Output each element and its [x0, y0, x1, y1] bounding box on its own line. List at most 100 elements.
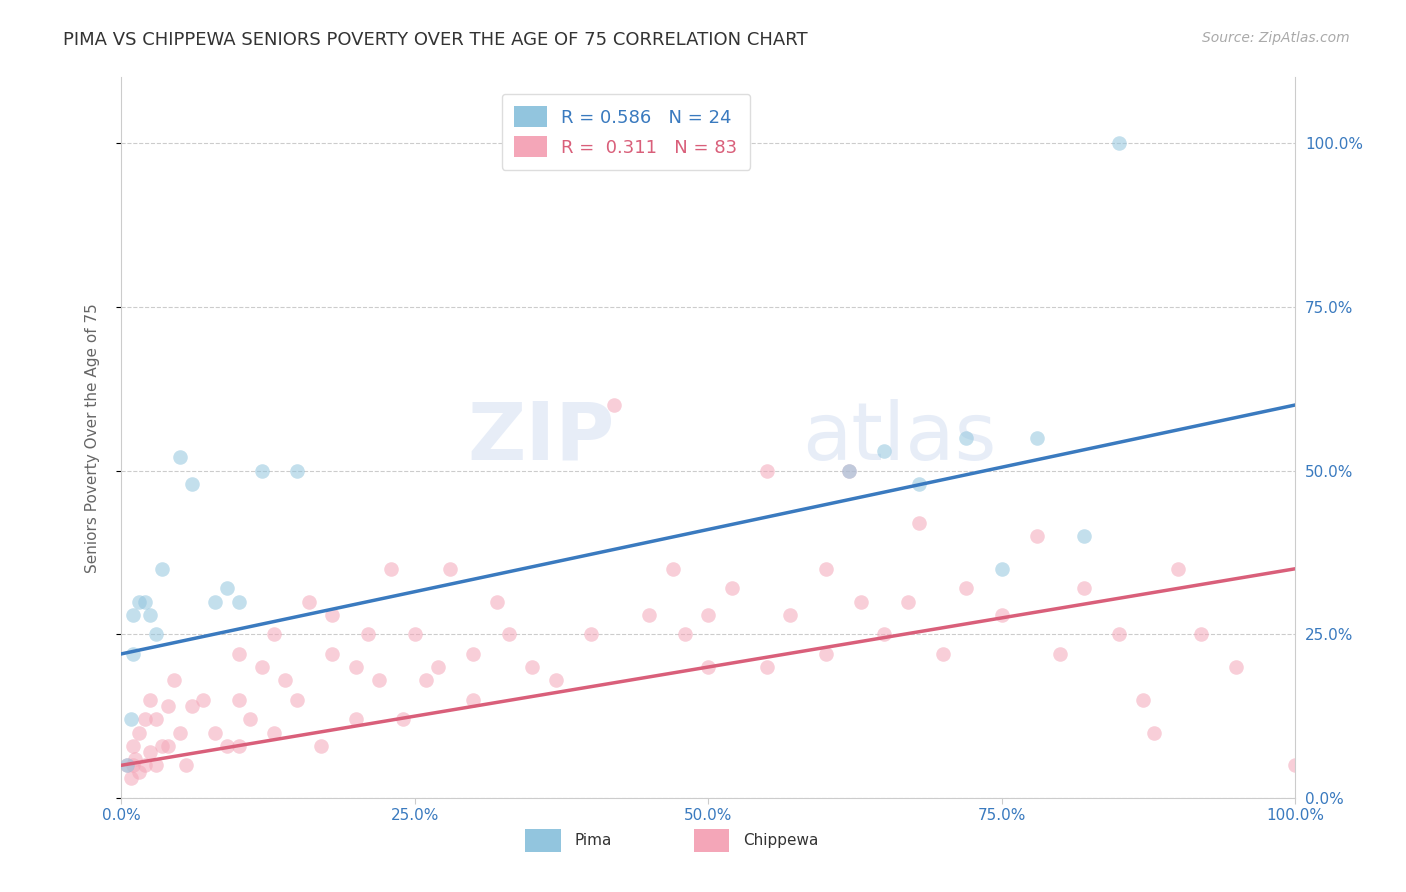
Text: ZIP: ZIP	[467, 399, 614, 476]
Point	[228, 594, 250, 608]
Point	[439, 562, 461, 576]
Point	[544, 673, 567, 687]
Point	[344, 713, 367, 727]
Point	[873, 443, 896, 458]
Point	[392, 713, 415, 727]
Text: PIMA VS CHIPPEWA SENIORS POVERTY OVER THE AGE OF 75 CORRELATION CHART: PIMA VS CHIPPEWA SENIORS POVERTY OVER TH…	[63, 31, 808, 49]
Point	[673, 627, 696, 641]
Point	[1108, 136, 1130, 150]
Point	[990, 562, 1012, 576]
Point	[145, 758, 167, 772]
Point	[122, 647, 145, 661]
Point	[321, 647, 343, 661]
Point	[1143, 725, 1166, 739]
Point	[1073, 529, 1095, 543]
Point	[321, 607, 343, 622]
Point	[814, 562, 837, 576]
Point	[120, 713, 142, 727]
Point	[150, 562, 173, 576]
Point	[520, 660, 543, 674]
Point	[697, 660, 720, 674]
Point	[174, 758, 197, 772]
Point	[134, 713, 156, 727]
Point	[263, 725, 285, 739]
Point	[250, 463, 273, 477]
Point	[139, 745, 162, 759]
Point	[215, 582, 238, 596]
Point	[485, 594, 508, 608]
Point	[1189, 627, 1212, 641]
Point	[169, 725, 191, 739]
Point	[163, 673, 186, 687]
Point	[380, 562, 402, 576]
Text: Chippewa: Chippewa	[744, 833, 818, 848]
Y-axis label: Seniors Poverty Over the Age of 75: Seniors Poverty Over the Age of 75	[86, 303, 100, 573]
Point	[115, 758, 138, 772]
Point	[139, 693, 162, 707]
Point	[169, 450, 191, 465]
Point	[357, 627, 380, 641]
Point	[309, 739, 332, 753]
Point	[120, 772, 142, 786]
Point	[427, 660, 450, 674]
Point	[638, 607, 661, 622]
Point	[415, 673, 437, 687]
Point	[1025, 431, 1047, 445]
Point	[838, 463, 860, 477]
Point	[228, 647, 250, 661]
Point	[1025, 529, 1047, 543]
Point	[755, 660, 778, 674]
Point	[955, 582, 977, 596]
Point	[498, 627, 520, 641]
Point	[157, 739, 180, 753]
Point	[1132, 693, 1154, 707]
Point	[298, 594, 321, 608]
Point	[228, 693, 250, 707]
Point	[779, 607, 801, 622]
Point	[139, 607, 162, 622]
Point	[579, 627, 602, 641]
Point	[239, 713, 262, 727]
Point	[814, 647, 837, 661]
Point	[204, 594, 226, 608]
Point	[250, 660, 273, 674]
Point	[128, 594, 150, 608]
Text: Pima: Pima	[575, 833, 612, 848]
Point	[145, 627, 167, 641]
Point	[180, 476, 202, 491]
Point	[157, 699, 180, 714]
Point	[955, 431, 977, 445]
Point	[150, 739, 173, 753]
Point	[263, 627, 285, 641]
Point	[368, 673, 391, 687]
Point	[128, 725, 150, 739]
Point	[897, 594, 920, 608]
Point	[1108, 627, 1130, 641]
Point	[404, 627, 426, 641]
Point	[124, 752, 146, 766]
Point	[193, 693, 215, 707]
Point	[838, 463, 860, 477]
Point	[662, 562, 685, 576]
Point	[215, 739, 238, 753]
Point	[204, 725, 226, 739]
Point	[755, 463, 778, 477]
Point	[285, 693, 308, 707]
Text: atlas: atlas	[801, 399, 997, 476]
Point	[1073, 582, 1095, 596]
Point	[122, 758, 145, 772]
Point	[603, 398, 626, 412]
Point	[1284, 758, 1306, 772]
Point	[908, 516, 931, 530]
Legend: R = 0.586   N = 24, R =  0.311   N = 83: R = 0.586 N = 24, R = 0.311 N = 83	[502, 94, 751, 169]
Point	[115, 758, 138, 772]
Point	[1225, 660, 1247, 674]
Point	[932, 647, 955, 661]
Point	[697, 607, 720, 622]
Text: Source: ZipAtlas.com: Source: ZipAtlas.com	[1202, 31, 1350, 45]
Point	[1049, 647, 1071, 661]
Point	[128, 764, 150, 779]
Point	[134, 594, 156, 608]
Point	[1167, 562, 1189, 576]
Point	[463, 647, 485, 661]
